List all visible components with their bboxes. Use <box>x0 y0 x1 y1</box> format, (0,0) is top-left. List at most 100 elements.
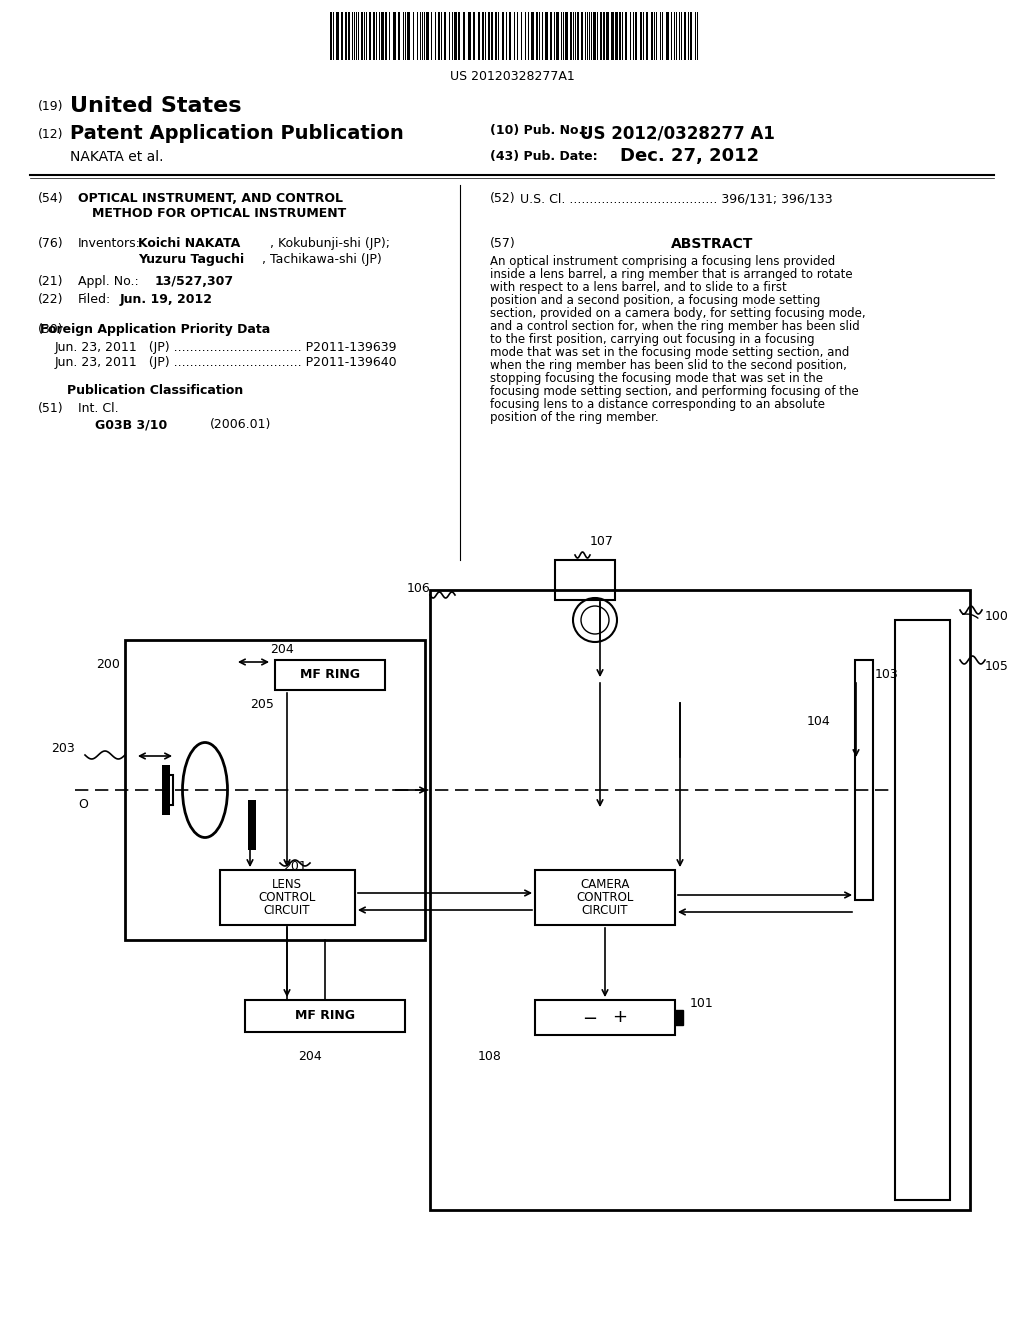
Bar <box>606 12 609 59</box>
Bar <box>555 560 615 601</box>
Bar <box>463 12 465 59</box>
Bar <box>536 12 538 59</box>
Bar <box>444 12 446 59</box>
Text: US 2012/0328277 A1: US 2012/0328277 A1 <box>580 124 775 143</box>
Text: (54): (54) <box>38 191 63 205</box>
Bar <box>482 12 484 59</box>
Text: (21): (21) <box>38 275 63 288</box>
Text: (30): (30) <box>38 323 63 337</box>
Text: Publication Classification: Publication Classification <box>67 384 243 397</box>
Bar <box>615 12 618 59</box>
Text: 203: 203 <box>51 742 75 755</box>
Text: Koichi NAKATA: Koichi NAKATA <box>138 238 241 249</box>
Text: G03B 3/10: G03B 3/10 <box>95 418 167 432</box>
Text: when the ring member has been slid to the second position,: when the ring member has been slid to th… <box>490 359 847 372</box>
Text: Inventors:: Inventors: <box>78 238 141 249</box>
Text: (2006.01): (2006.01) <box>210 418 271 432</box>
Bar <box>855 660 873 900</box>
Bar <box>684 12 686 59</box>
Bar <box>468 12 471 59</box>
Bar <box>336 12 339 59</box>
Text: METHOD FOR OPTICAL INSTRUMENT: METHOD FOR OPTICAL INSTRUMENT <box>92 207 346 220</box>
Text: Jun. 23, 2011   (JP) ................................ P2011-139640: Jun. 23, 2011 (JP) .....................… <box>55 356 397 370</box>
Bar <box>666 12 669 59</box>
Bar <box>478 12 480 59</box>
Bar <box>535 1001 675 1035</box>
Bar <box>509 12 511 59</box>
Text: 105: 105 <box>985 660 1009 673</box>
Text: O: O <box>78 799 88 810</box>
Bar <box>895 620 950 1200</box>
Text: mode that was set in the focusing mode setting section, and: mode that was set in the focusing mode s… <box>490 346 849 359</box>
Bar <box>611 12 614 59</box>
Text: , Tachikawa-shi (JP): , Tachikawa-shi (JP) <box>262 253 382 267</box>
Text: (51): (51) <box>38 403 63 414</box>
Text: focusing mode setting section, and performing focusing of the: focusing mode setting section, and perfo… <box>490 385 859 399</box>
Text: CONTROL: CONTROL <box>577 891 634 904</box>
Bar <box>545 12 548 59</box>
Text: U.S. Cl. ..................................... 396/131; 396/133: U.S. Cl. ...............................… <box>520 191 833 205</box>
Text: 201: 201 <box>283 861 307 873</box>
Bar <box>570 12 572 59</box>
Bar <box>385 12 387 59</box>
Text: (43) Pub. Date:: (43) Pub. Date: <box>490 150 598 162</box>
Bar <box>581 12 583 59</box>
Text: 204: 204 <box>298 1049 322 1063</box>
Bar <box>220 870 355 925</box>
Text: An optical instrument comprising a focusing lens provided: An optical instrument comprising a focus… <box>490 255 836 268</box>
Text: with respect to a lens barrel, and to slide to a first: with respect to a lens barrel, and to sl… <box>490 281 786 294</box>
Text: 204: 204 <box>270 643 294 656</box>
Bar <box>603 12 605 59</box>
Bar <box>426 12 429 59</box>
Bar <box>438 12 440 59</box>
Text: Dec. 27, 2012: Dec. 27, 2012 <box>620 147 759 165</box>
Bar <box>162 766 170 814</box>
Text: 200: 200 <box>96 657 120 671</box>
Bar <box>577 12 579 59</box>
Bar <box>361 12 362 59</box>
Text: to the first position, carrying out focusing in a focusing: to the first position, carrying out focu… <box>490 333 815 346</box>
Bar <box>556 12 559 59</box>
Bar <box>381 12 384 59</box>
Text: 100: 100 <box>985 610 1009 623</box>
Text: position of the ring member.: position of the ring member. <box>490 411 658 424</box>
Text: , Kokubunji-shi (JP);: , Kokubunji-shi (JP); <box>270 238 390 249</box>
Text: +: + <box>612 1008 628 1026</box>
Bar <box>341 12 343 59</box>
Bar <box>275 660 385 690</box>
Bar <box>398 12 400 59</box>
Text: OPTICAL INSTRUMENT, AND CONTROL: OPTICAL INSTRUMENT, AND CONTROL <box>78 191 343 205</box>
Text: CAMERA: CAMERA <box>581 878 630 891</box>
Bar <box>458 12 460 59</box>
Text: Appl. No.:: Appl. No.: <box>78 275 138 288</box>
Text: Jun. 23, 2011   (JP) ................................ P2011-139639: Jun. 23, 2011 (JP) .....................… <box>55 341 397 354</box>
Text: section, provided on a camera body, for setting focusing mode,: section, provided on a camera body, for … <box>490 308 865 319</box>
Text: inside a lens barrel, a ring member that is arranged to rotate: inside a lens barrel, a ring member that… <box>490 268 853 281</box>
Bar <box>490 12 493 59</box>
Text: LENS: LENS <box>272 878 302 891</box>
Text: (12): (12) <box>38 128 63 141</box>
Text: Jun. 19, 2012: Jun. 19, 2012 <box>120 293 213 306</box>
Text: Filed:: Filed: <box>78 293 112 306</box>
Text: 101: 101 <box>690 997 714 1010</box>
Bar <box>488 12 490 59</box>
Bar <box>675 1010 683 1026</box>
Text: CIRCUIT: CIRCUIT <box>582 904 629 917</box>
Text: CIRCUIT: CIRCUIT <box>264 904 310 917</box>
Text: Int. Cl.: Int. Cl. <box>78 403 119 414</box>
Bar <box>430 590 970 1210</box>
Text: and a control section for, when the ring member has been slid: and a control section for, when the ring… <box>490 319 860 333</box>
Bar <box>502 12 504 59</box>
Bar <box>373 12 375 59</box>
Bar <box>454 12 457 59</box>
Text: 103: 103 <box>874 668 899 681</box>
Text: 13/527,307: 13/527,307 <box>155 275 234 288</box>
Bar <box>125 640 425 940</box>
Text: MF RING: MF RING <box>300 668 360 681</box>
Text: (57): (57) <box>490 238 516 249</box>
Text: United States: United States <box>70 96 242 116</box>
Text: 107: 107 <box>590 535 613 548</box>
Bar <box>473 12 475 59</box>
Text: position and a second position, a focusing mode setting: position and a second position, a focusi… <box>490 294 820 308</box>
Text: −: − <box>583 1010 598 1028</box>
